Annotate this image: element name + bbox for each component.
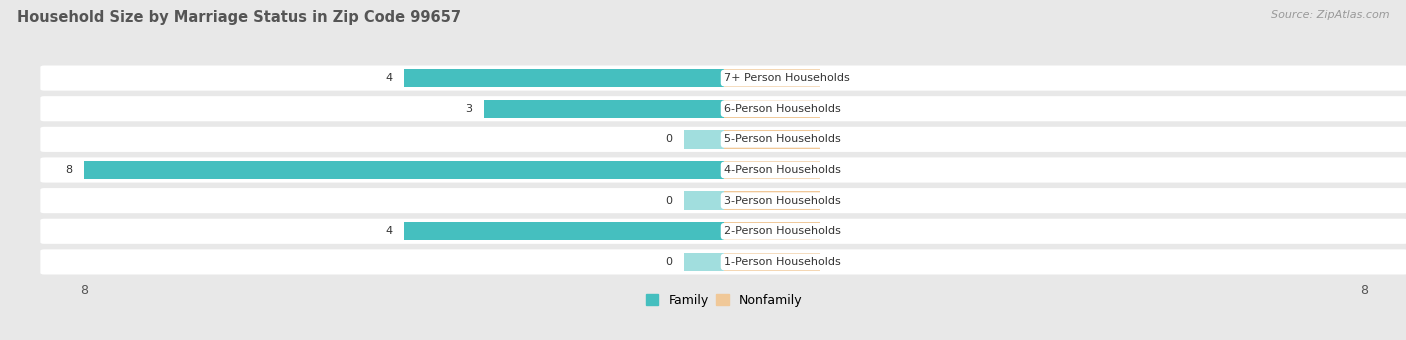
Text: 3-Person Households: 3-Person Households [724,195,841,206]
Text: 0: 0 [832,134,839,144]
Text: 7+ Person Households: 7+ Person Households [724,73,849,83]
Text: 3: 3 [465,104,472,114]
FancyBboxPatch shape [41,96,1406,121]
Text: 1-Person Households: 1-Person Households [724,257,841,267]
FancyBboxPatch shape [41,127,1406,152]
Bar [724,191,820,210]
Bar [84,161,724,179]
Text: 0: 0 [832,104,839,114]
Text: 4: 4 [385,73,392,83]
Bar [724,253,820,271]
Bar [405,222,724,240]
Bar [724,222,820,240]
FancyBboxPatch shape [41,66,1406,91]
Text: 4: 4 [385,226,392,236]
FancyBboxPatch shape [41,219,1406,244]
FancyBboxPatch shape [41,249,1406,274]
Bar [724,100,820,118]
Bar [484,100,724,118]
Bar [405,69,724,87]
Text: 0: 0 [832,257,839,267]
Text: 2-Person Households: 2-Person Households [724,226,841,236]
FancyBboxPatch shape [41,188,1406,213]
Text: 0: 0 [665,257,672,267]
FancyBboxPatch shape [41,157,1406,183]
Text: 5-Person Households: 5-Person Households [724,134,841,144]
Text: 4-Person Households: 4-Person Households [724,165,841,175]
Bar [685,253,724,271]
Bar [724,161,820,179]
Text: 6-Person Households: 6-Person Households [724,104,841,114]
Text: 0: 0 [832,165,839,175]
Text: 8: 8 [65,165,72,175]
Text: 0: 0 [665,195,672,206]
Bar [685,130,724,149]
Text: 0: 0 [832,226,839,236]
Bar [685,191,724,210]
Bar [724,130,820,149]
Legend: Family, Nonfamily: Family, Nonfamily [641,289,807,312]
Bar [724,69,820,87]
Text: 0: 0 [832,195,839,206]
Text: Source: ZipAtlas.com: Source: ZipAtlas.com [1271,10,1389,20]
Text: 0: 0 [665,134,672,144]
Text: Household Size by Marriage Status in Zip Code 99657: Household Size by Marriage Status in Zip… [17,10,461,25]
Text: 0: 0 [832,73,839,83]
